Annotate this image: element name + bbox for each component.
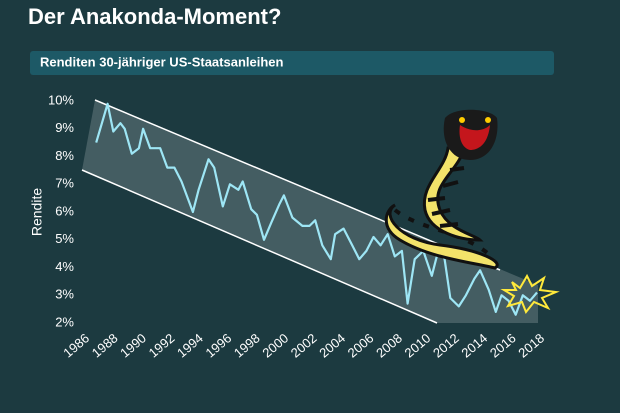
subtitle-bar	[30, 51, 554, 75]
y-tick-label: 3%	[55, 287, 74, 302]
y-tick-label: 8%	[55, 148, 74, 163]
channel-lower	[81, 169, 438, 324]
y-axis-label: Rendite	[29, 188, 45, 236]
cobra	[384, 109, 499, 270]
subtitle: Renditen 30-jähriger US-Staatsanleihen	[40, 54, 284, 69]
trend-channel	[82, 100, 538, 323]
y-tick-label: 7%	[55, 176, 74, 191]
y-tick-label: 6%	[55, 203, 74, 218]
y-tick-label: 2%	[55, 314, 74, 329]
yield-line	[95, 102, 538, 316]
y-tick-label: 9%	[55, 120, 74, 135]
chart-title: Der Anakonda-Moment?	[28, 4, 281, 29]
y-tick-label: 10%	[48, 92, 74, 107]
y-tick-label: 5%	[55, 231, 74, 246]
starburst	[500, 273, 560, 314]
channel-upper	[94, 99, 501, 271]
y-tick-label: 4%	[55, 259, 74, 274]
